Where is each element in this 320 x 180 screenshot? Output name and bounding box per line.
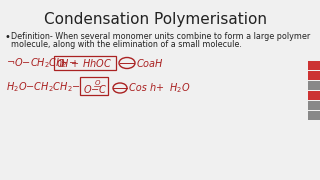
Bar <box>54 56 116 70</box>
Text: O: O <box>94 80 100 86</box>
Bar <box>308 101 320 110</box>
Bar <box>308 81 320 90</box>
Bar <box>80 77 108 95</box>
Bar <box>308 61 320 70</box>
Bar <box>308 111 320 120</box>
Bar <box>308 91 320 100</box>
Text: Condensation Polymerisation: Condensation Polymerisation <box>44 12 267 27</box>
Text: •: • <box>4 32 10 42</box>
Text: $+$  H$_2$O: $+$ H$_2$O <box>155 81 191 95</box>
Text: Definition- When several monomer units combine to form a large polymer: Definition- When several monomer units c… <box>11 32 310 41</box>
Text: $\mathregular{O\!\!H}$ $+$ H$\mathregular{h}$OC: $\mathregular{O\!\!H}$ $+$ H$\mathregula… <box>56 57 112 69</box>
Bar <box>308 71 320 80</box>
Text: H$_2$O$-$CH$_2$CH$_2$$-$: H$_2$O$-$CH$_2$CH$_2$$-$ <box>6 80 81 94</box>
Text: Cos h: Cos h <box>129 83 156 93</box>
Text: C$\mathregular{oa}$H: C$\mathregular{oa}$H <box>136 57 164 69</box>
Text: molecule, along with the elimination of a small molecule.: molecule, along with the elimination of … <box>11 40 242 49</box>
Text: O$-$C: O$-$C <box>83 83 108 95</box>
Text: $\neg$O$-$CH$_2$C$\mathregular{h_2}-$: $\neg$O$-$CH$_2$C$\mathregular{h_2}-$ <box>6 56 78 70</box>
